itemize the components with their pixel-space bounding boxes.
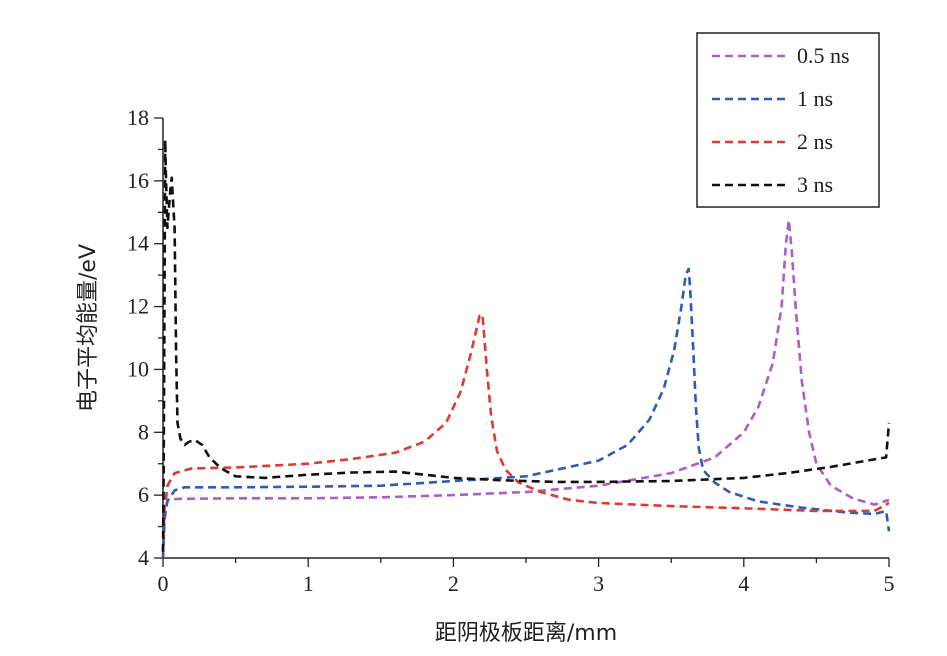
series-layer xyxy=(161,138,891,559)
series-line-3 xyxy=(161,138,891,552)
series-line-2 xyxy=(161,313,890,552)
y-axis-title: 电子平均能量/eV xyxy=(76,244,101,412)
y-tick-label: 8 xyxy=(138,419,149,444)
x-tick-label: 4 xyxy=(738,571,749,596)
y-tick-label: 16 xyxy=(127,168,149,193)
x-tick-label: 3 xyxy=(593,571,604,596)
y-tick-label: 6 xyxy=(138,482,149,507)
legend-box xyxy=(696,32,880,208)
legend-label-1: 1 ns xyxy=(797,86,833,111)
y-tick-label: 4 xyxy=(138,545,149,570)
legend-label-2: 2 ns xyxy=(797,129,833,154)
x-tick-label: 0 xyxy=(158,571,169,596)
x-tick-label: 5 xyxy=(884,571,895,596)
y-tick-label: 10 xyxy=(127,356,149,381)
y-axis: 4 6 8 10 12 14 16 18 xyxy=(127,105,164,570)
x-tick-label: 1 xyxy=(303,571,314,596)
x-axis-title: 距阴极板距离/mm xyxy=(435,621,617,646)
legend-label-3: 3 ns xyxy=(797,172,833,197)
y-tick-label: 18 xyxy=(127,105,149,130)
x-tick-label: 2 xyxy=(448,571,459,596)
x-axis: 0 1 2 3 4 5 xyxy=(158,557,895,596)
legend: 0.5 ns 1 ns 2 ns 3 ns xyxy=(696,32,880,208)
y-tick-label: 14 xyxy=(127,231,149,256)
y-tick-label: 12 xyxy=(127,294,149,319)
legend-label-0: 0.5 ns xyxy=(797,43,850,68)
series-line-0 xyxy=(161,218,890,559)
series-line-1 xyxy=(161,267,891,559)
